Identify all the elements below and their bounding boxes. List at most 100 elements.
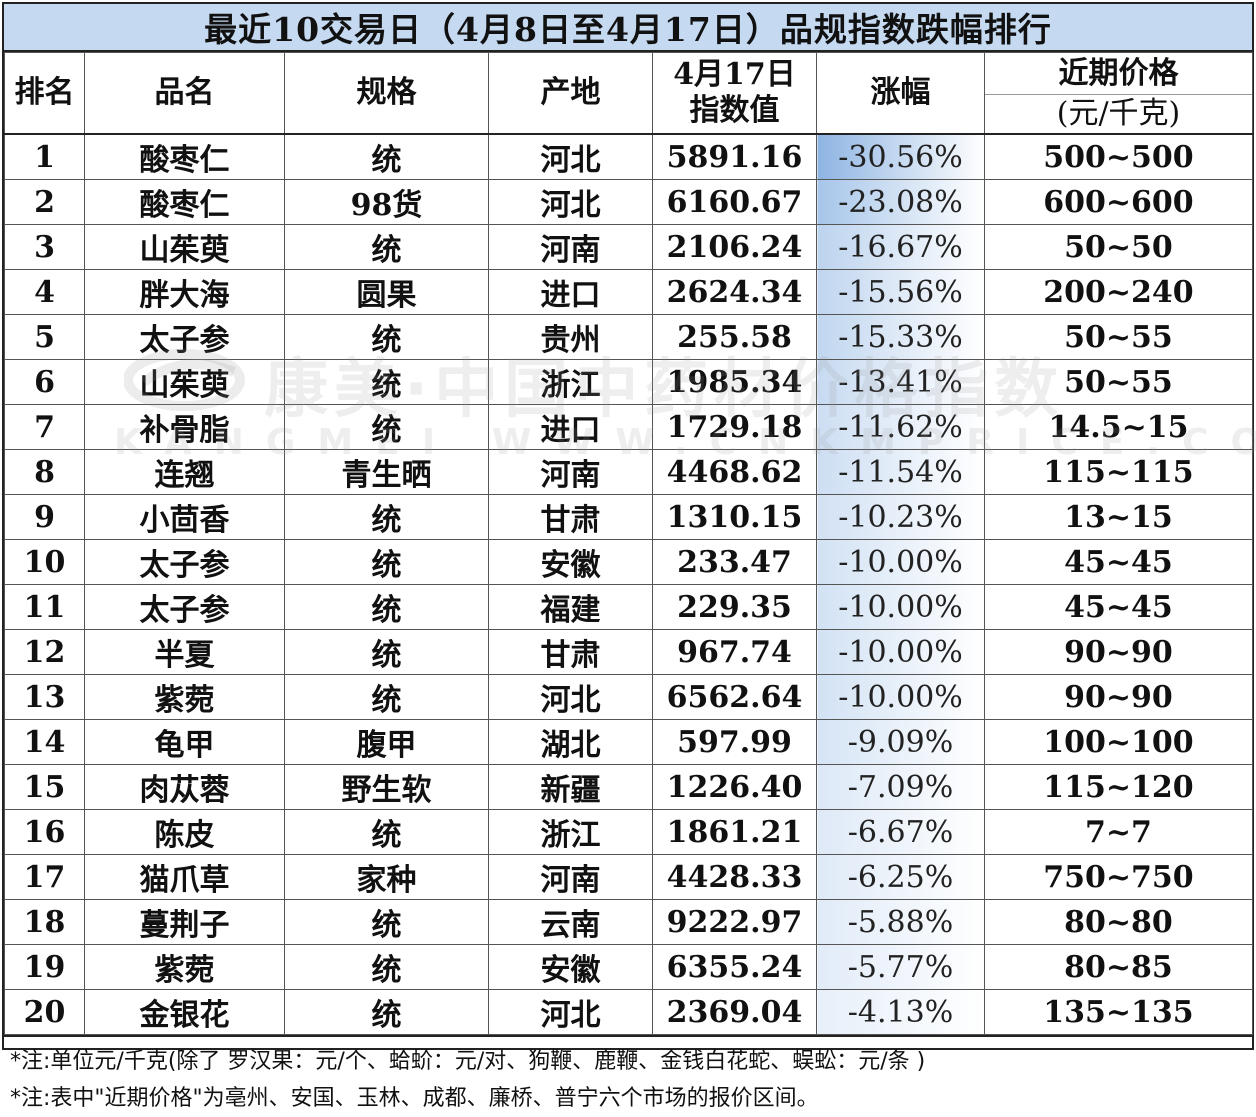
table-row: 17 猫爪草 家种 河南 4428.33 -6.25% 750~750 xyxy=(4,854,1253,900)
table-row: 7 补骨脂统进口 1729.18 -11.62% 14.5~15 xyxy=(4,404,1253,450)
table-row: 3 山茱萸统河南 2106.24 -16.67% 50~50 xyxy=(4,224,1253,270)
change-cell: -10.00% xyxy=(816,629,985,675)
table-row: 20 金银花统河北 2369.04 -4.13% 135~135 xyxy=(4,989,1253,1035)
change-cell: -11.62% xyxy=(816,404,985,450)
name-cell: 酸枣仁 xyxy=(84,179,285,225)
table-row: 12 半夏统甘肃 967.74 -10.00% 90~90 xyxy=(4,629,1253,675)
change-cell: -9.09% xyxy=(816,719,985,765)
price-cell: 50~55 xyxy=(984,359,1253,405)
change-cell: -5.77% xyxy=(816,944,985,990)
name-cell: 太子参 xyxy=(84,539,285,585)
header-spec: 规格 xyxy=(284,52,489,135)
index-cell: 4468.62 xyxy=(652,449,817,495)
name-cell: 紫菀 xyxy=(84,674,285,720)
change-cell: -15.56% xyxy=(816,269,985,315)
change-cell: -6.67% xyxy=(816,809,985,855)
rank-cell: 5 xyxy=(4,314,85,360)
table-row: 8 连翘 青生晒 河南 4468.62 -11.54% 115~115 xyxy=(4,449,1253,495)
table-row: 6 山茱萸统浙江 1985.34 -13.41% 50~55 xyxy=(4,359,1253,405)
index-cell: 9222.97 xyxy=(652,899,817,945)
name-cell: 连翘 xyxy=(84,449,285,495)
origin-cell: 云南 xyxy=(488,899,653,945)
price-cell: 135~135 xyxy=(984,989,1253,1035)
rank-cell: 18 xyxy=(4,899,85,945)
rank-cell: 19 xyxy=(4,944,85,990)
price-cell: 13~15 xyxy=(984,494,1253,540)
price-cell: 90~90 xyxy=(984,629,1253,675)
header-price-line2: (元/千克) xyxy=(1056,95,1181,131)
rank-cell: 4 xyxy=(4,269,85,315)
index-cell: 597.99 xyxy=(652,719,817,765)
table-row: 10 太子参统安徽 233.47 -10.00% 45~45 xyxy=(4,539,1253,585)
header-index: 4月17日 指数值 xyxy=(652,52,817,135)
price-cell: 500~500 xyxy=(984,133,1253,180)
index-cell: 229.35 xyxy=(652,584,817,630)
index-cell: 1985.34 xyxy=(652,359,817,405)
spec-cell: 野生软 xyxy=(284,764,489,810)
index-cell: 4428.33 xyxy=(652,854,817,900)
origin-cell: 新疆 xyxy=(488,764,653,810)
spec-cell: 统 xyxy=(284,944,489,990)
table-row: 1 酸枣仁统河北 5891.16 -30.56% 500~500 xyxy=(4,133,1253,180)
change-cell: -7.09% xyxy=(816,764,985,810)
name-cell: 紫菀 xyxy=(84,944,285,990)
name-cell: 小茴香 xyxy=(84,494,285,540)
table-row: 16 陈皮统浙江 1861.21 -6.67% 7~7 xyxy=(4,809,1253,855)
origin-cell: 河北 xyxy=(488,989,653,1035)
rank-cell: 3 xyxy=(4,224,85,270)
table-row: 18 蔓荆子统云南 9222.97 -5.88% 80~80 xyxy=(4,899,1253,945)
change-cell: -10.23% xyxy=(816,494,985,540)
index-cell: 6160.67 xyxy=(652,179,817,225)
price-cell: 750~750 xyxy=(984,854,1253,900)
index-cell: 2369.04 xyxy=(652,989,817,1035)
price-cell: 14.5~15 xyxy=(984,404,1253,450)
price-cell: 50~50 xyxy=(984,224,1253,270)
price-cell: 100~100 xyxy=(984,719,1253,765)
index-cell: 2106.24 xyxy=(652,224,817,270)
header-name: 品名 xyxy=(84,52,285,135)
spec-cell: 统 xyxy=(284,133,489,180)
rank-cell: 16 xyxy=(4,809,85,855)
price-cell: 115~115 xyxy=(984,449,1253,495)
price-cell: 200~240 xyxy=(984,269,1253,315)
rank-cell: 11 xyxy=(4,584,85,630)
spec-cell: 统 xyxy=(284,809,489,855)
price-cell: 45~45 xyxy=(984,584,1253,630)
rank-cell: 17 xyxy=(4,854,85,900)
change-cell: -23.08% xyxy=(816,179,985,225)
spec-cell: 统 xyxy=(284,314,489,360)
origin-cell: 进口 xyxy=(488,404,653,450)
origin-cell: 进口 xyxy=(488,269,653,315)
name-cell: 酸枣仁 xyxy=(84,133,285,180)
price-cell: 90~90 xyxy=(984,674,1253,720)
rank-cell: 20 xyxy=(4,989,85,1035)
origin-cell: 河北 xyxy=(488,674,653,720)
rank-cell: 14 xyxy=(4,719,85,765)
change-cell: -4.13% xyxy=(816,989,985,1035)
name-cell: 龟甲 xyxy=(84,719,285,765)
change-cell: -16.67% xyxy=(816,224,985,270)
price-cell: 115~120 xyxy=(984,764,1253,810)
spec-cell: 统 xyxy=(284,989,489,1035)
table-row: 4 胖大海 圆果 进口 2624.34 -15.56% 200~240 xyxy=(4,269,1253,315)
index-cell: 1226.40 xyxy=(652,764,817,810)
name-cell: 补骨脂 xyxy=(84,404,285,450)
spec-cell: 统 xyxy=(284,899,489,945)
header-rank: 排名 xyxy=(4,52,85,135)
footnote-unit: *注:单位元/千克(除了 罗汉果：元/个、蛤蚧：元/对、狗鞭、鹿鞭、金钱白花蛇、… xyxy=(10,1049,926,1074)
change-cell: -10.00% xyxy=(816,674,985,720)
price-cell: 600~600 xyxy=(984,179,1253,225)
rank-cell: 7 xyxy=(4,404,85,450)
table-row: 15 肉苁蓉 野生软 新疆 1226.40 -7.09% 115~120 xyxy=(4,764,1253,810)
change-cell: -6.25% xyxy=(816,854,985,900)
spec-cell: 统 xyxy=(284,629,489,675)
table-row: 11 太子参统福建 229.35 -10.00% 45~45 xyxy=(4,584,1253,630)
price-cell: 80~80 xyxy=(984,899,1253,945)
index-cell: 2624.34 xyxy=(652,269,817,315)
origin-cell: 浙江 xyxy=(488,359,653,405)
table-row: 19 紫菀统安徽 6355.24 -5.77% 80~85 xyxy=(4,944,1253,990)
page-title: 最近10交易日（4月8日至4月17日）品规指数跌幅排行 xyxy=(4,4,1252,52)
table-body: 1 酸枣仁统河北 5891.16 -30.56% 500~500 2 酸枣仁 98货 河北 616… xyxy=(4,133,1253,1035)
spec-cell: 统 xyxy=(284,539,489,585)
origin-cell: 甘肃 xyxy=(488,629,653,675)
